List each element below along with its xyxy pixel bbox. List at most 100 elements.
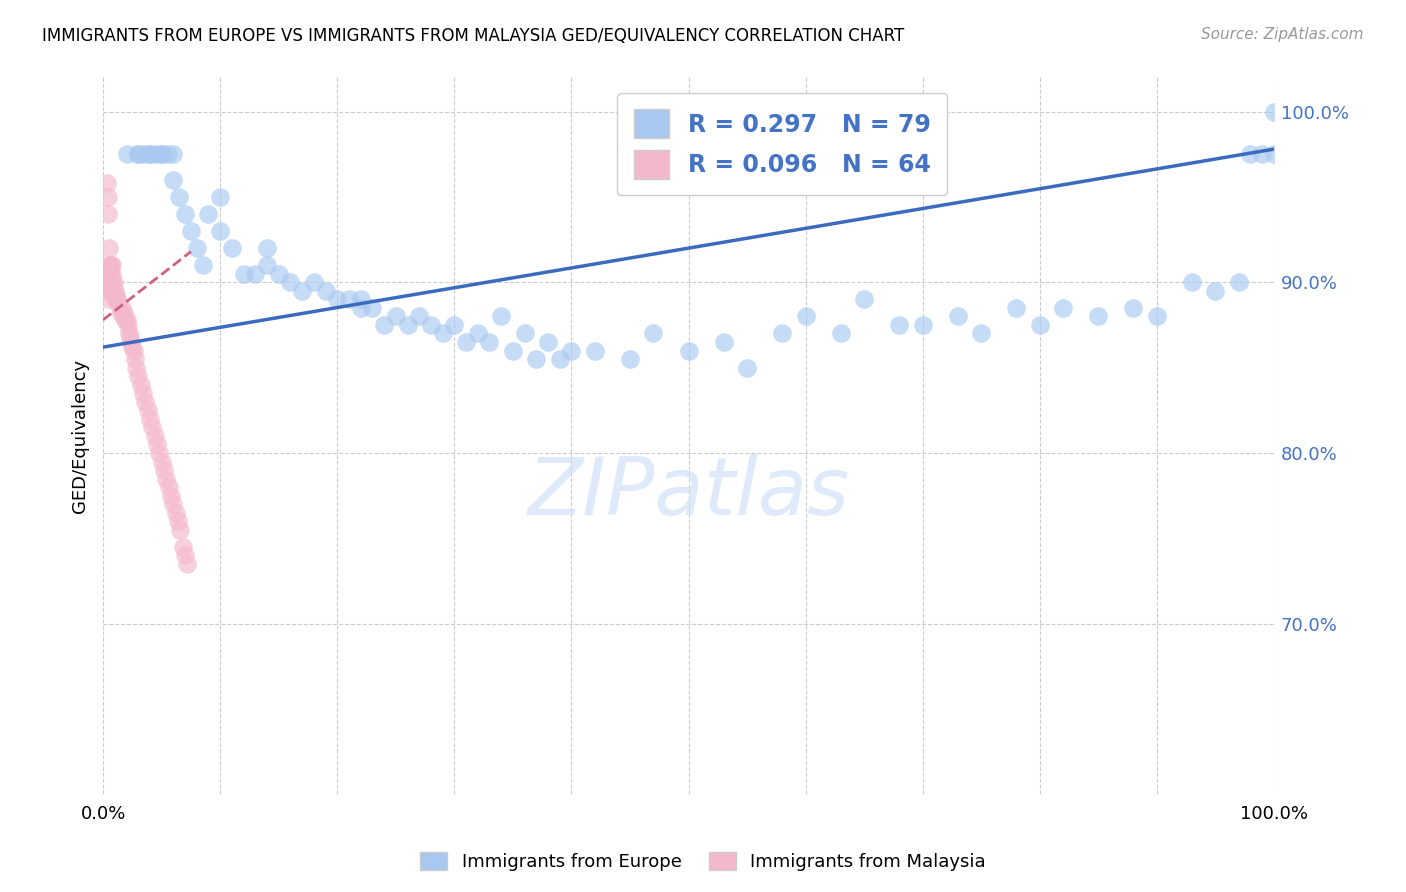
Point: [139, 412, 162, 426]
Point: [1239, 147, 1261, 161]
Point: [513, 326, 536, 341]
Point: [97, 207, 120, 221]
Point: [1204, 284, 1226, 298]
Point: [155, 472, 177, 486]
Point: [145, 147, 167, 161]
Point: [619, 352, 641, 367]
Legend: R = 0.297   N = 79, R = 0.096   N = 64: R = 0.297 N = 79, R = 0.096 N = 64: [617, 93, 948, 195]
Point: [139, 147, 162, 161]
Point: [302, 275, 325, 289]
Point: [160, 489, 183, 503]
Point: [115, 147, 138, 161]
Point: [127, 147, 149, 161]
Point: [889, 318, 911, 332]
Point: [120, 330, 142, 344]
Point: [350, 293, 373, 307]
Point: [385, 310, 408, 324]
Point: [104, 284, 127, 298]
Point: [110, 306, 132, 320]
Point: [143, 429, 166, 443]
Point: [115, 313, 138, 327]
Point: [1263, 104, 1285, 119]
Point: [280, 275, 302, 289]
Point: [350, 301, 373, 315]
Point: [1263, 147, 1285, 161]
Point: [98, 284, 121, 298]
Point: [770, 326, 793, 341]
Point: [124, 352, 146, 367]
Point: [443, 318, 465, 332]
Point: [121, 340, 143, 354]
Point: [794, 310, 817, 324]
Point: [256, 241, 278, 255]
Point: [970, 326, 993, 341]
Point: [432, 326, 454, 341]
Point: [167, 190, 190, 204]
Point: [315, 284, 337, 298]
Point: [165, 506, 187, 520]
Point: [197, 207, 219, 221]
Point: [174, 207, 197, 221]
Point: [100, 284, 122, 298]
Point: [548, 352, 571, 367]
Point: [643, 326, 665, 341]
Point: [101, 267, 124, 281]
Point: [98, 258, 121, 272]
Point: [150, 454, 173, 468]
Point: [735, 360, 758, 375]
Point: [946, 310, 969, 324]
Point: [101, 275, 124, 289]
Point: [537, 334, 560, 349]
Point: [150, 147, 173, 161]
Point: [153, 463, 176, 477]
Point: [127, 147, 149, 161]
Point: [396, 318, 419, 332]
Point: [104, 293, 127, 307]
Point: [1251, 147, 1274, 161]
Point: [454, 334, 477, 349]
Text: Source: ZipAtlas.com: Source: ZipAtlas.com: [1201, 27, 1364, 42]
Point: [1146, 310, 1168, 324]
Point: [245, 267, 267, 281]
Point: [267, 267, 290, 281]
Point: [112, 310, 135, 324]
Point: [560, 343, 582, 358]
Point: [129, 377, 152, 392]
Point: [107, 295, 129, 310]
Point: [122, 343, 145, 358]
Point: [98, 241, 121, 255]
Point: [162, 147, 184, 161]
Point: [114, 313, 136, 327]
Point: [911, 318, 934, 332]
Legend: Immigrants from Europe, Immigrants from Malaysia: Immigrants from Europe, Immigrants from …: [413, 845, 993, 879]
Point: [524, 352, 547, 367]
Point: [97, 190, 120, 204]
Text: IMMIGRANTS FROM EUROPE VS IMMIGRANTS FROM MALAYSIA GED/EQUIVALENCY CORRELATION C: IMMIGRANTS FROM EUROPE VS IMMIGRANTS FRO…: [42, 27, 904, 45]
Point: [150, 147, 173, 161]
Point: [209, 224, 232, 238]
Point: [98, 275, 121, 289]
Point: [502, 343, 524, 358]
Point: [853, 293, 876, 307]
Point: [291, 284, 314, 298]
Point: [156, 147, 179, 161]
Point: [103, 275, 125, 289]
Point: [98, 267, 121, 281]
Point: [186, 241, 208, 255]
Text: ZIPatlas: ZIPatlas: [527, 454, 849, 533]
Point: [98, 293, 121, 307]
Point: [180, 224, 202, 238]
Point: [478, 334, 501, 349]
Point: [1028, 318, 1050, 332]
Y-axis label: GED/Equivalency: GED/Equivalency: [72, 359, 89, 513]
Point: [132, 147, 155, 161]
Point: [373, 318, 395, 332]
Point: [136, 403, 159, 417]
Point: [98, 267, 121, 281]
Point: [256, 258, 278, 272]
Point: [167, 514, 190, 528]
Point: [117, 318, 139, 332]
Point: [112, 306, 135, 320]
Point: [141, 420, 163, 434]
Point: [139, 147, 162, 161]
